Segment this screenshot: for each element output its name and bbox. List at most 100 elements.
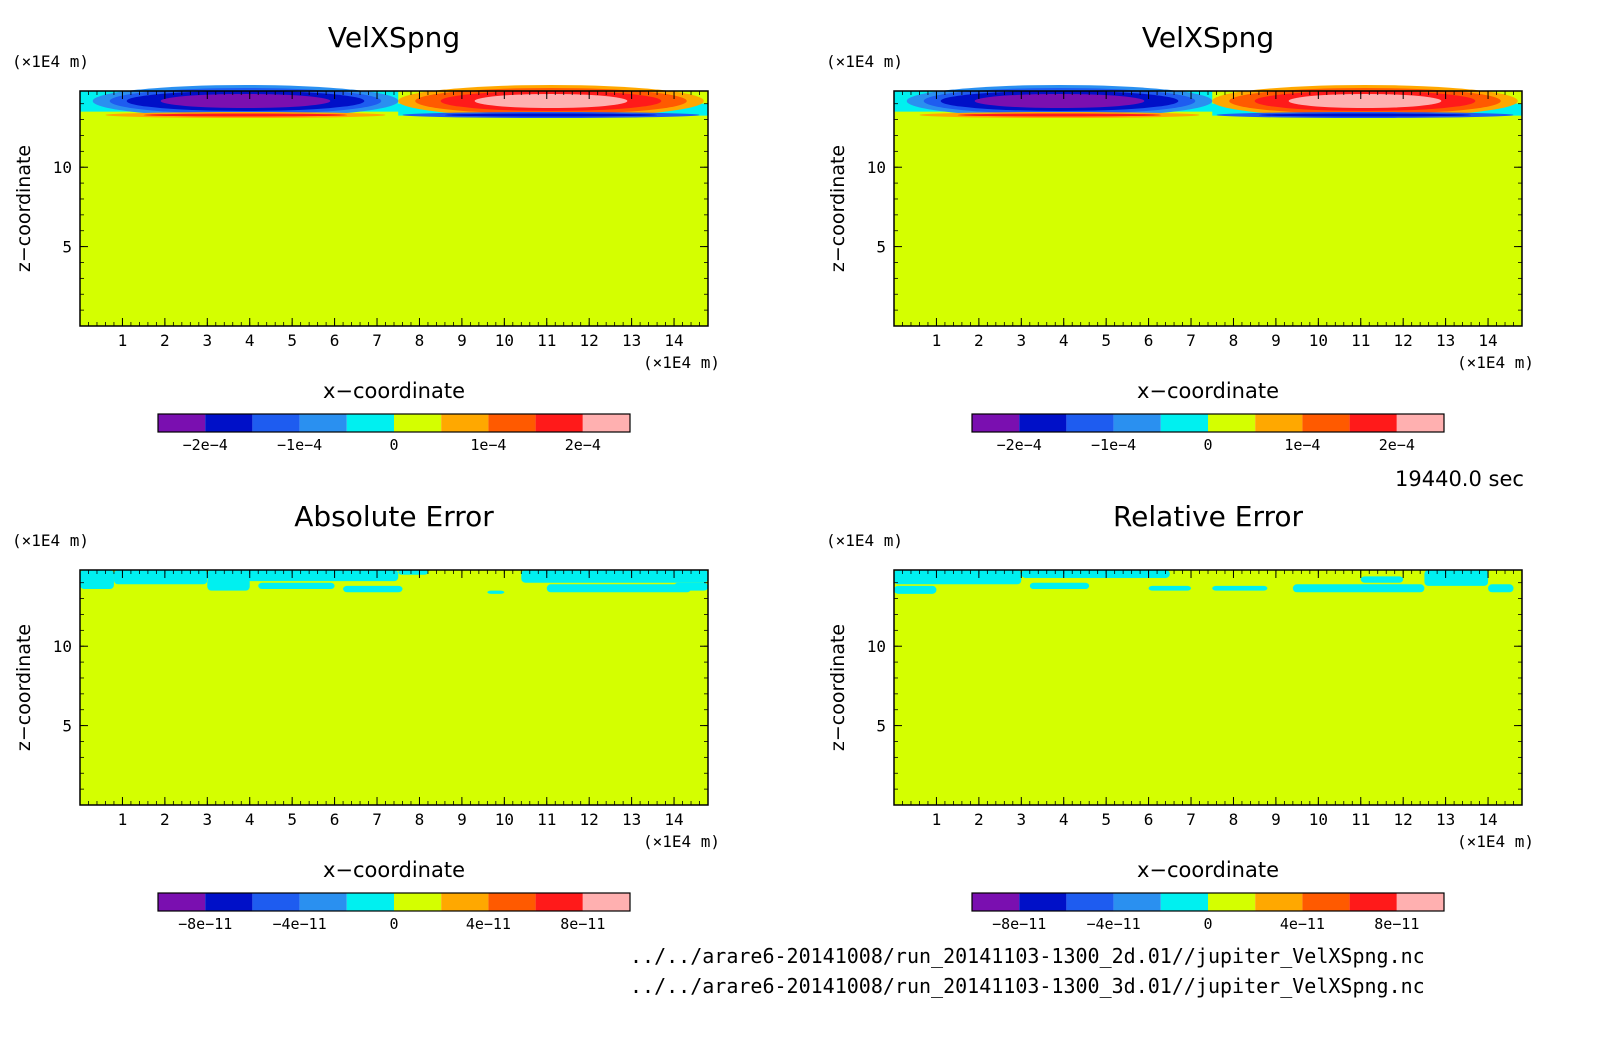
error-patch	[1029, 582, 1090, 590]
x-tick-label: 9	[457, 810, 467, 829]
x-tick-label: 7	[372, 331, 382, 350]
x-tick-label: 3	[1016, 331, 1026, 350]
x-axis-label: x−coordinate	[1137, 858, 1279, 882]
x-tick-label: 12	[1394, 331, 1413, 350]
x-tick-label: 1	[118, 331, 128, 350]
x-tick-label: 9	[1271, 331, 1281, 350]
colorbar-tick-label: 0	[1203, 436, 1212, 454]
colorbar-segment	[972, 414, 1020, 432]
colorbar-segment	[441, 893, 489, 911]
colorbar-tick-label: 8e−11	[560, 915, 605, 933]
x-tick-label: 5	[1101, 810, 1111, 829]
colorbar-segment	[1019, 893, 1067, 911]
colorbar-segment	[488, 414, 536, 432]
error-patch	[1360, 576, 1404, 583]
x-tick-label: 9	[457, 331, 467, 350]
colorbar-segment	[1349, 414, 1397, 432]
y-tick-label: 10	[53, 158, 72, 177]
colorbar-tick-label: −4e−11	[1087, 915, 1141, 933]
colorbar-segment	[1255, 414, 1303, 432]
colorbar-tick-label: 1e−4	[470, 436, 506, 454]
colorbar-tick-label: 0	[389, 915, 398, 933]
y-tick-label: 10	[867, 158, 886, 177]
colorbar-segment	[1255, 893, 1303, 911]
colorbar-segment	[346, 414, 394, 432]
colorbar-segment	[535, 893, 583, 911]
error-patch	[487, 590, 505, 594]
x-tick-label: 3	[202, 331, 212, 350]
error-patch	[1292, 584, 1425, 593]
x-tick-label: 9	[1271, 810, 1281, 829]
y-unit-label: (×1E4 m)	[12, 52, 89, 71]
x-tick-label: 10	[495, 810, 514, 829]
field-background	[80, 91, 708, 326]
panel-1: VelXSpng(×1E4 m)1 2 3 4 5 6 7 8 9 10 11 12 13 14510(×…	[12, 21, 720, 454]
colorbar-frame	[157, 413, 631, 433]
colorbar-tick-label: −1e−4	[277, 436, 322, 454]
x-unit-label: (×1E4 m)	[643, 832, 720, 851]
colorbar-segment	[158, 893, 206, 911]
colorbar-segment	[1019, 414, 1067, 432]
colorbar-segment	[299, 893, 347, 911]
colorbar-segment	[1113, 893, 1161, 911]
colorbar-segment	[1113, 414, 1161, 432]
error-patch	[1148, 585, 1192, 591]
x-tick-label: 8	[1229, 331, 1239, 350]
error-patch	[894, 585, 937, 594]
x-axis-label: x−coordinate	[323, 858, 465, 882]
colorbar-segment	[582, 893, 630, 911]
colorbar-tick-label: −4e−11	[273, 915, 327, 933]
x-tick-label: 3	[202, 810, 212, 829]
x-tick-label: 1	[932, 331, 942, 350]
x-tick-label: 12	[1394, 810, 1413, 829]
x-tick-label: 10	[1309, 331, 1328, 350]
colorbar-tick-label: −8e−11	[178, 915, 232, 933]
colorbar-tick-label: −2e−4	[183, 436, 228, 454]
colorbar-segment	[394, 893, 442, 911]
colorbar-segment	[488, 893, 536, 911]
field-background	[894, 91, 1522, 326]
colorbar-segment	[205, 893, 253, 911]
x-tick-label: 13	[1436, 810, 1455, 829]
colorbar-segment	[972, 893, 1020, 911]
x-axis-label: x−coordinate	[323, 379, 465, 403]
sub-contour-positive-core	[957, 113, 1162, 117]
colorbar-segment	[1208, 893, 1256, 911]
x-tick-label: 13	[622, 331, 641, 350]
x-unit-label: (×1E4 m)	[643, 353, 720, 372]
colorbar-frame	[157, 892, 631, 912]
colorbar-segment	[582, 414, 630, 432]
x-tick-label: 6	[1144, 331, 1154, 350]
panel-title: VelXSpng	[1142, 21, 1274, 54]
positive-lobe-contour	[1288, 94, 1442, 108]
colorbar-segment	[535, 414, 583, 432]
time-label: 19440.0 sec	[1395, 467, 1524, 491]
colorbar-tick-label: −8e−11	[992, 915, 1046, 933]
colorbar-segment	[1396, 414, 1444, 432]
positive-lobe-contour	[474, 94, 628, 108]
panel-2: VelXSpng(×1E4 m)1 2 3 4 5 6 7 8 9 10 11 12 13 14510(×…	[826, 21, 1534, 454]
error-patch	[674, 582, 708, 591]
x-tick-label: 11	[1351, 810, 1370, 829]
colorbar-tick-label: 4e−11	[466, 915, 511, 933]
x-tick-label: 11	[537, 331, 556, 350]
x-tick-label: 8	[415, 331, 425, 350]
x-tick-label: 2	[974, 810, 984, 829]
x-tick-label: 7	[372, 810, 382, 829]
colorbar-tick-label: 1e−4	[1284, 436, 1320, 454]
y-tick-label: 5	[62, 717, 72, 736]
error-patch	[207, 570, 399, 582]
x-unit-label: (×1E4 m)	[1457, 832, 1534, 851]
x-tick-label: 5	[287, 810, 297, 829]
x-tick-label: 1	[118, 810, 128, 829]
colorbar-tick-label: 4e−11	[1280, 915, 1325, 933]
colorbar-segment	[1066, 414, 1114, 432]
x-tick-label: 11	[1351, 331, 1370, 350]
sub-contour-negative-core	[1258, 113, 1472, 117]
x-tick-label: 4	[245, 810, 255, 829]
x-tick-label: 4	[1059, 331, 1069, 350]
colorbar-tick-label: 2e−4	[565, 436, 601, 454]
error-patch	[1212, 585, 1268, 591]
panel-3: Absolute Error(×1E4 m)1 2 3 4 5 6 7 8 9 10 11 12 13 1…	[12, 500, 720, 933]
